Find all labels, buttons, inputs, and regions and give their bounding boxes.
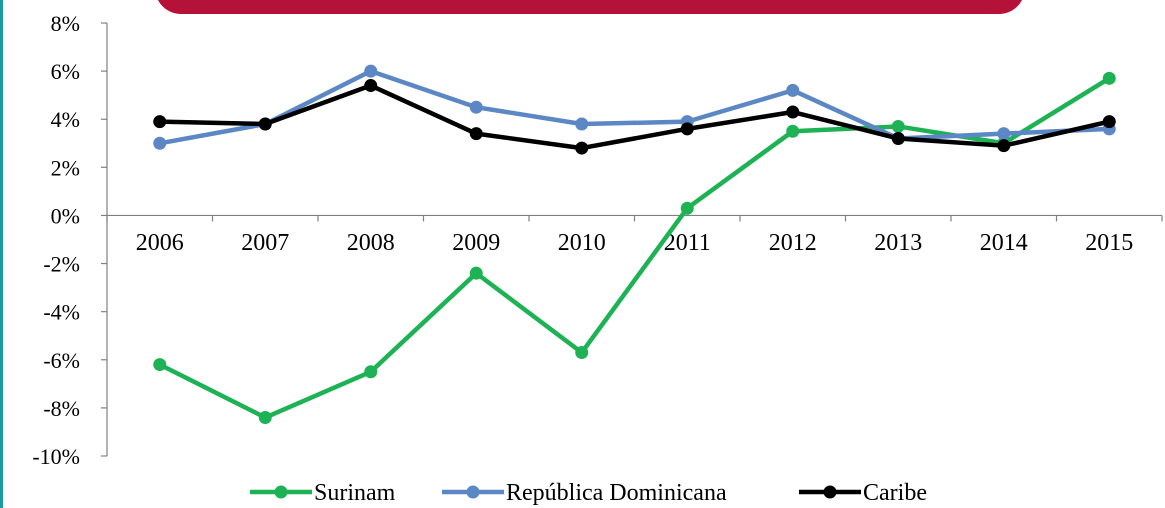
data-point: [469, 127, 483, 141]
y-tick-label: -2%: [43, 252, 80, 277]
x-tick-label: 2014: [980, 230, 1028, 256]
data-point: [153, 115, 167, 129]
x-tick-label: 2015: [1085, 230, 1133, 256]
data-point: [575, 117, 589, 131]
data-point: [153, 136, 167, 150]
x-tick-label: 2009: [452, 230, 500, 256]
x-tick-label: 2011: [664, 230, 711, 256]
x-tick-label: 2007: [241, 230, 289, 256]
legend-marker: [466, 485, 480, 499]
data-point: [786, 124, 800, 138]
series-lines: [153, 64, 1116, 425]
x-tick-labels: 2006 2007 2008 2009 2010 2011 2012 2013 2014 2015: [136, 230, 1134, 256]
data-point: [1102, 71, 1116, 85]
data-point: [997, 127, 1011, 141]
y-tick-label: 4%: [51, 107, 80, 132]
data-point: [258, 117, 272, 131]
data-point: [680, 201, 694, 215]
y-tick-label: -8%: [43, 396, 80, 421]
axes: [101, 22, 1163, 457]
data-point: [364, 79, 378, 93]
data-point: [1102, 115, 1116, 129]
data-point: [575, 141, 589, 155]
data-point: [997, 139, 1011, 153]
series-line-1: [159, 68, 1110, 146]
x-tick-label: 2010: [558, 230, 606, 256]
legend: Surinam República Dominicana Caribe: [250, 480, 927, 506]
x-tick-label: 2012: [769, 230, 817, 256]
data-point: [786, 105, 800, 119]
y-tick-label: 0%: [51, 203, 80, 228]
left-border: [0, 0, 3, 508]
data-point: [891, 119, 905, 133]
header-banner: [155, 0, 1025, 14]
x-tick-label: 2013: [874, 230, 922, 256]
y-tick-labels: 8% 6% 4% 2% 0% -2% -4% -6% -8% -10%: [32, 11, 80, 469]
series-line-2: [159, 83, 1110, 151]
y-tick-label: 8%: [51, 11, 80, 36]
y-tick-label: -6%: [43, 348, 80, 373]
y-tick-label: 2%: [51, 155, 80, 180]
y-tick-label: -4%: [43, 300, 80, 325]
y-tick-label: 6%: [51, 59, 80, 84]
legend-marker: [274, 485, 288, 499]
legend-marker: [823, 485, 837, 499]
data-point: [153, 358, 167, 372]
legend-label: República Dominicana: [506, 480, 727, 506]
data-point: [364, 64, 378, 78]
x-tick-label: 2008: [347, 230, 395, 256]
x-tick-label: 2006: [136, 230, 184, 256]
data-point: [786, 83, 800, 97]
data-point: [680, 122, 694, 136]
data-point: [575, 346, 589, 360]
legend-label: Caribe: [863, 480, 927, 506]
data-point: [469, 100, 483, 114]
data-point: [364, 365, 378, 379]
data-point: [891, 131, 905, 145]
legend-label: Surinam: [314, 480, 396, 506]
y-tick-label: -10%: [32, 444, 80, 469]
data-point: [258, 411, 272, 425]
series-line-0: [158, 76, 1111, 420]
data-point: [469, 266, 483, 280]
